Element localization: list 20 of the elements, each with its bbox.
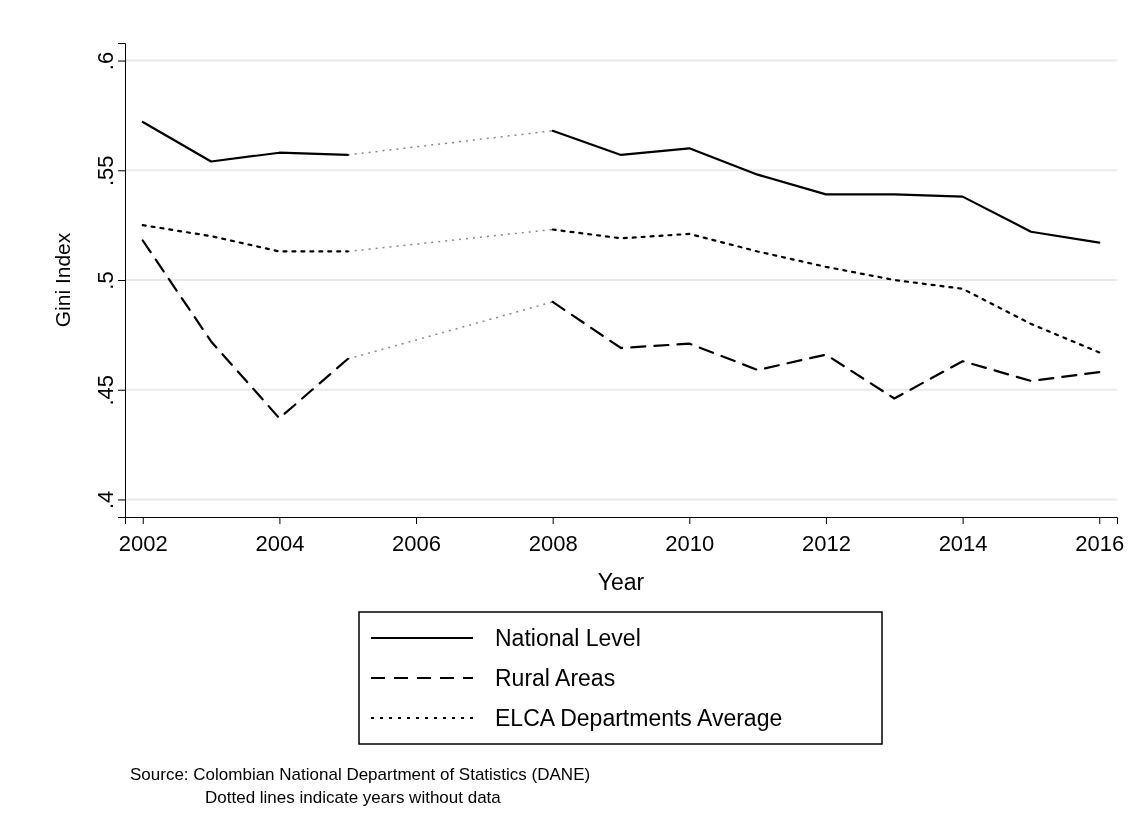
x-tick-label: 2002 bbox=[118, 531, 168, 557]
x-tick-label: 2004 bbox=[255, 531, 305, 557]
text: Dotted lines indicate years without data bbox=[205, 788, 502, 807]
legend-label: Rural Areas bbox=[495, 665, 616, 691]
y-tick-label: .6 bbox=[93, 51, 119, 71]
source-note: Source: Colombian National Department of Statistics (DANE) bbox=[130, 765, 591, 784]
x-tick-label: 2010 bbox=[665, 531, 715, 557]
y-tick-label: .45 bbox=[93, 374, 119, 406]
y-tick-label: .55 bbox=[93, 155, 119, 187]
y-tick-label: .5 bbox=[93, 271, 119, 290]
x-tick-label: 2016 bbox=[1075, 531, 1125, 557]
y-axis-title: Gini Index bbox=[51, 232, 74, 328]
legend-label: National Level bbox=[495, 625, 641, 651]
x-tick-label: 2014 bbox=[938, 531, 988, 557]
x-tick-label: 2012 bbox=[801, 531, 851, 557]
x-axis-title: Year bbox=[597, 569, 645, 595]
x-tick-label: 2006 bbox=[392, 531, 442, 557]
legend-label: ELCA Departments Average bbox=[495, 705, 783, 731]
x-tick-label: 2008 bbox=[528, 531, 578, 557]
y-tick-label: .4 bbox=[93, 490, 119, 510]
